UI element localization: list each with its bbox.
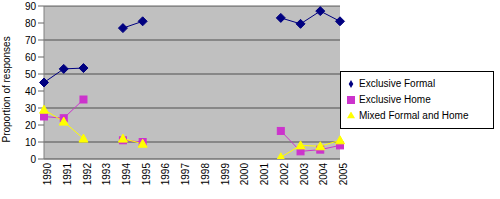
svg-text:2002: 2002 (279, 163, 290, 186)
svg-text:90: 90 (25, 1, 37, 12)
svg-text:20: 20 (25, 120, 37, 131)
svg-text:1991: 1991 (62, 163, 73, 186)
svg-text:Proportion of responses: Proportion of responses (8, 36, 12, 142)
svg-text:1997: 1997 (180, 163, 191, 186)
svg-text:1994: 1994 (121, 163, 132, 186)
html-text:Mixed Formal and Home: Mixed Formal and Home (359, 109, 469, 121)
svg-text:60: 60 (25, 52, 37, 63)
svg-text:10: 10 (25, 137, 37, 148)
svg-text:1996: 1996 (161, 163, 172, 186)
svg-text:1992: 1992 (82, 163, 93, 186)
svg-text:50: 50 (25, 69, 37, 80)
svg-text:2003: 2003 (299, 163, 310, 186)
svg-text:2001: 2001 (259, 163, 270, 186)
svg-text:1993: 1993 (101, 163, 112, 186)
html-text:Exclusive Home: Exclusive Home (359, 93, 431, 105)
svg-text:1990: 1990 (42, 163, 53, 186)
svg-text:30: 30 (25, 103, 37, 114)
svg-text:2000: 2000 (239, 163, 250, 186)
svg-text:1999: 1999 (220, 163, 231, 186)
svg-text:70: 70 (25, 35, 37, 46)
svg-text:80: 80 (25, 18, 37, 29)
svg-text:0: 0 (30, 154, 36, 165)
svg-text:40: 40 (25, 86, 37, 97)
svg-text:1998: 1998 (200, 163, 211, 186)
svg-text:2005: 2005 (338, 163, 349, 186)
svg-text:1995: 1995 (141, 163, 152, 186)
html-text:Exclusive Formal: Exclusive Formal (359, 77, 436, 89)
svg-text:2004: 2004 (318, 163, 329, 186)
